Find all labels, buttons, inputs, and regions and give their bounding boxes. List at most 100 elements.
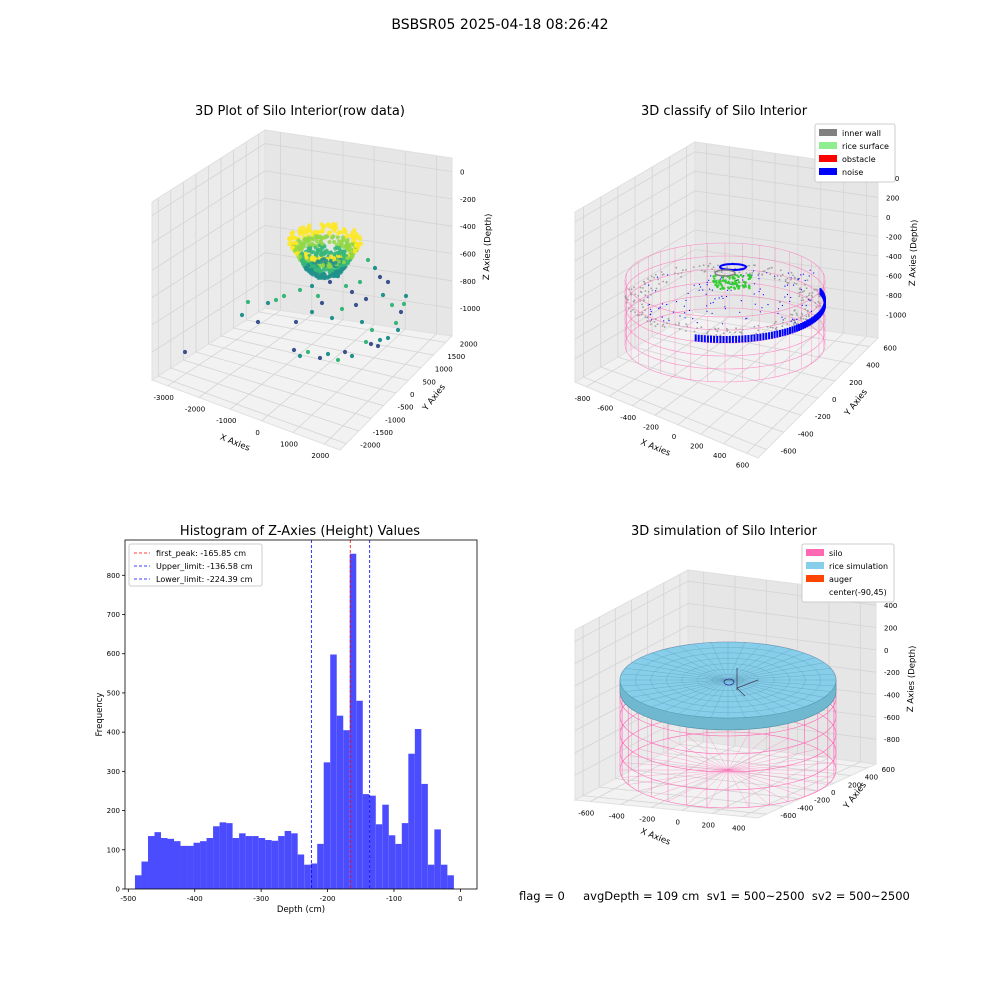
inner-wall-point <box>656 323 659 326</box>
silo-floor-spoke <box>628 769 729 785</box>
noise-point <box>742 279 744 281</box>
silo-floor-spoke <box>727 769 750 808</box>
x-tick-label: -600 <box>597 404 613 412</box>
rice-surface-point <box>733 277 736 280</box>
status-line: flag = 0 avgDepth = 109 cm sv1 = 500~250… <box>519 889 910 903</box>
noise-point <box>813 315 816 323</box>
legend-label: first_peak: -165.85 cm <box>156 549 246 558</box>
data-point <box>332 239 337 245</box>
inner-wall-point <box>739 331 741 334</box>
inner-wall-point <box>644 282 646 284</box>
x-tick-label: -400 <box>609 813 625 821</box>
noise-point <box>655 290 657 292</box>
inner-wall-point <box>627 307 630 310</box>
data-point <box>319 257 324 263</box>
histogram-bar <box>219 822 227 889</box>
inner-wall-point <box>808 315 810 318</box>
inner-wall-point <box>790 271 793 274</box>
rice-mesh-line <box>727 673 835 681</box>
inner-wall-point <box>734 331 737 334</box>
rice-mesh-line <box>727 679 805 708</box>
histogram-bar <box>245 836 253 889</box>
histogram-bar <box>304 864 311 889</box>
noise-point <box>706 310 708 312</box>
data-point <box>296 238 301 243</box>
y-tick-label: 600 <box>107 650 120 658</box>
rice-mesh-line <box>727 679 792 711</box>
grid-line <box>583 795 767 815</box>
histogram-bar <box>310 863 318 889</box>
noise-point <box>700 335 703 342</box>
grid-line <box>151 197 453 271</box>
histogram-bar <box>369 795 376 889</box>
noise-point <box>805 305 807 307</box>
rice-mesh-line <box>710 642 729 681</box>
rice-mesh-line <box>694 643 729 681</box>
histogram-bar <box>141 861 148 889</box>
data-point <box>372 265 378 271</box>
inner-wall-point <box>758 272 760 275</box>
rice-surface-point <box>721 279 725 282</box>
y-tick-label: 500 <box>107 689 120 697</box>
silo-floor-spoke <box>706 732 729 771</box>
data-point <box>328 274 333 279</box>
legend-box <box>128 543 263 587</box>
noise-point <box>793 319 795 321</box>
noise-point <box>750 334 753 342</box>
histogram-bar <box>278 836 285 889</box>
rice-mesh-ring <box>696 668 760 692</box>
noise-point <box>753 293 755 295</box>
noise-point <box>804 279 806 282</box>
noise-point <box>692 318 694 320</box>
y-tick-label: -500 <box>398 404 414 412</box>
inner-wall-point <box>678 328 681 330</box>
noise-point <box>696 322 698 324</box>
inner-wall-point <box>818 295 820 298</box>
legend-box <box>801 543 895 603</box>
silo-floor-spoke <box>651 769 729 798</box>
y-tick-label: 0 <box>832 396 836 404</box>
silo-floor-spoke <box>727 742 805 771</box>
noise-point <box>818 310 821 318</box>
data-point <box>339 239 344 244</box>
y-tick-label: 600 <box>883 345 896 353</box>
noise-point <box>793 325 796 333</box>
grid-line <box>220 335 409 381</box>
noise-point <box>791 318 794 320</box>
histogram-bar <box>356 700 363 889</box>
legend-swatch <box>806 549 824 556</box>
data-point <box>273 297 279 303</box>
noise-point <box>685 299 687 301</box>
y-axis-label: Y Axies <box>842 387 870 419</box>
silo-floor-spoke <box>727 769 818 792</box>
data-point <box>335 231 340 236</box>
inner-wall-point <box>707 265 710 268</box>
y-tick-label: 400 <box>866 362 879 370</box>
inner-wall-point <box>628 288 631 291</box>
inner-wall-point <box>754 264 756 267</box>
simulation-3d-plot: -600 -400 -200 0 200 4006004002000-200-400-60… <box>573 543 918 848</box>
rice-surface-point <box>731 281 734 284</box>
inner-wall-point <box>715 328 717 331</box>
inner-wall-point <box>632 300 635 303</box>
noise-point <box>741 335 744 343</box>
noise-point <box>808 275 810 277</box>
inner-wall-point <box>761 274 764 276</box>
noise-point <box>679 315 681 317</box>
histogram-bar <box>239 833 246 889</box>
inner-wall-point <box>665 281 668 284</box>
noise-point <box>807 319 810 327</box>
inner-wall-point <box>686 325 689 328</box>
data-point <box>336 259 341 264</box>
data-point <box>363 296 369 302</box>
panel-title-simulation: 3D simulation of Silo Interior <box>631 524 817 539</box>
inner-wall-point <box>811 296 814 298</box>
data-point <box>314 239 320 244</box>
noise-point <box>668 319 670 322</box>
noise-point <box>784 285 786 287</box>
silo-floor-spoke <box>638 748 729 771</box>
rice-surface-point <box>726 281 730 285</box>
data-point <box>339 306 345 312</box>
data-point <box>328 254 333 259</box>
data-point <box>350 230 355 235</box>
